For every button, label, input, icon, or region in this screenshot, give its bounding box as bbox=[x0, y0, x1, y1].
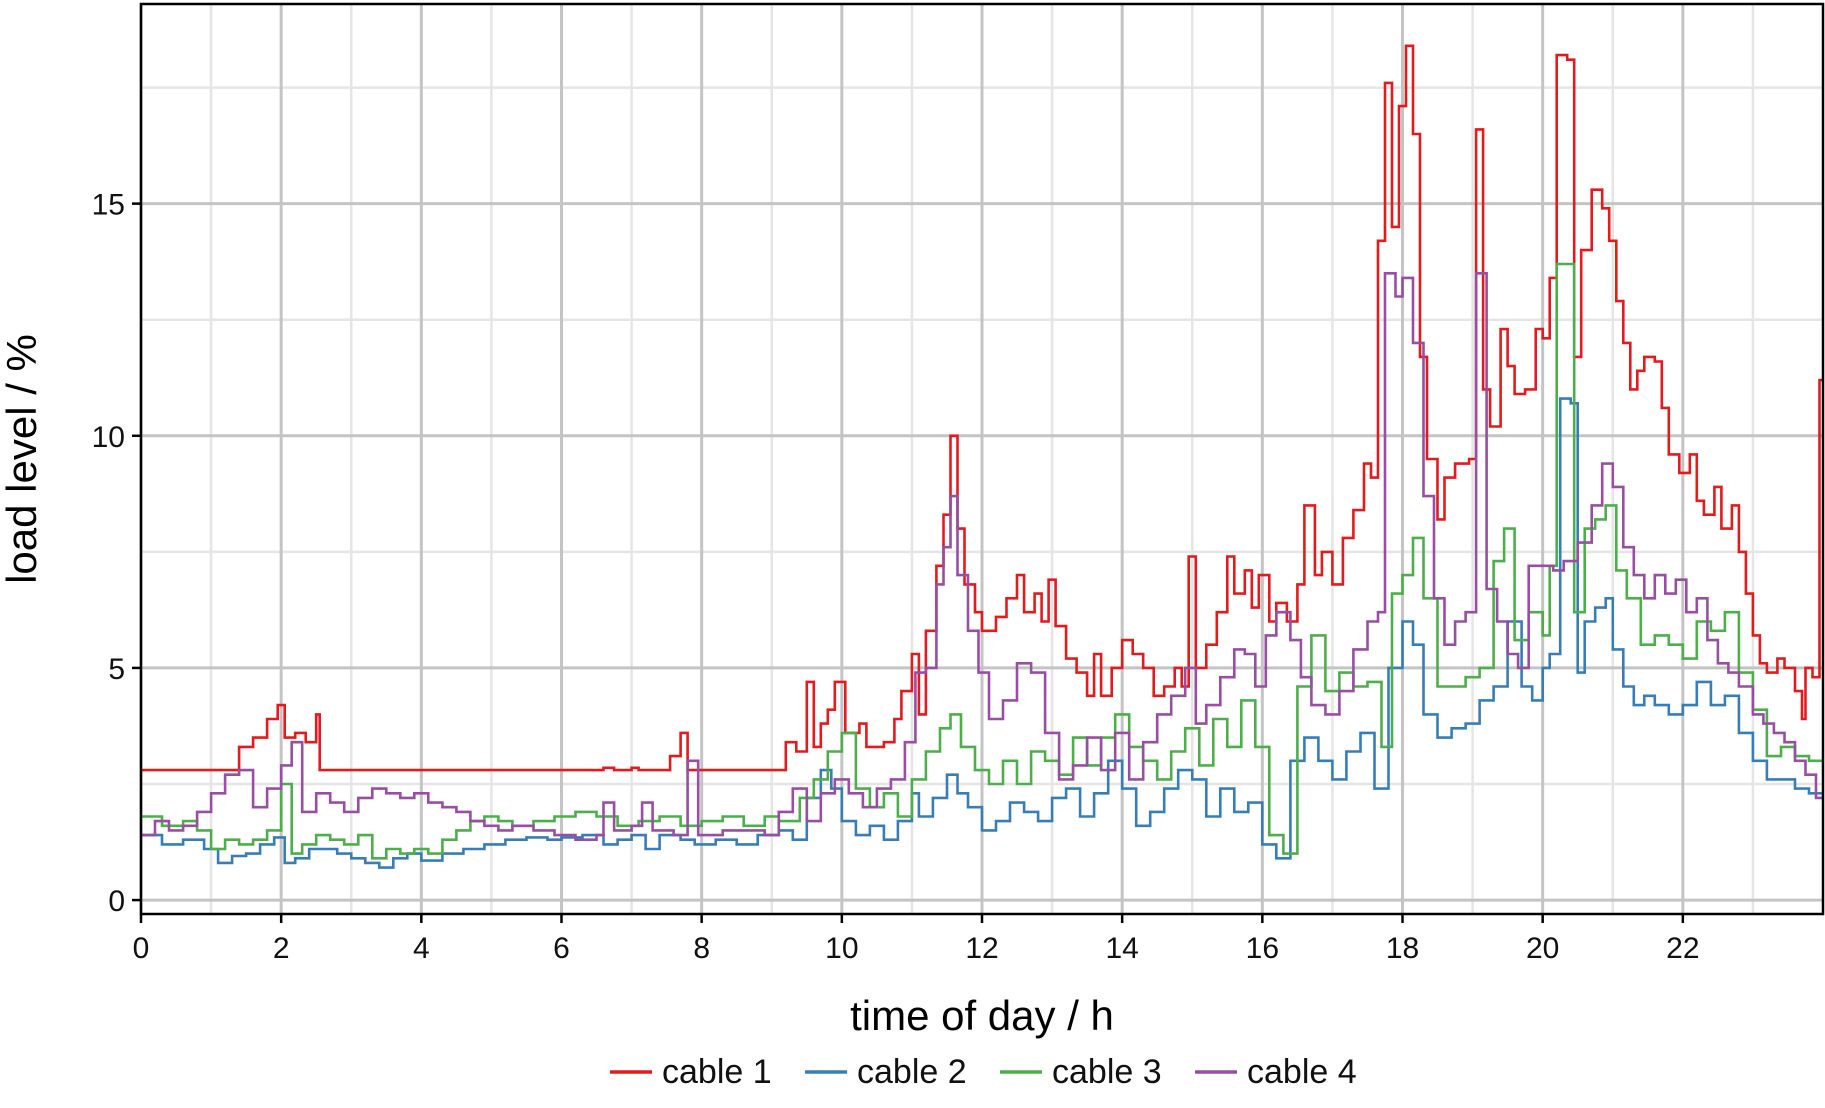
y-tick-label: 10 bbox=[92, 421, 125, 454]
legend-label-cable-4: cable 4 bbox=[1247, 1053, 1357, 1091]
series-lines bbox=[141, 44, 1823, 869]
legend-label-cable-3: cable 3 bbox=[1052, 1053, 1162, 1091]
x-axis-title: time of day / h bbox=[850, 992, 1114, 1039]
legend: cable 1 cable 2 cable 3 cable 4 bbox=[610, 1053, 1357, 1091]
x-tick-label: 8 bbox=[693, 932, 710, 965]
x-tick-label: 10 bbox=[825, 932, 858, 965]
y-tick-label: 5 bbox=[108, 653, 125, 686]
x-tick-label: 16 bbox=[1246, 932, 1279, 965]
y-axis-ticks: 0 5 10 15 bbox=[92, 189, 141, 918]
legend-label-cable-2: cable 2 bbox=[857, 1053, 967, 1091]
x-tick-label: 2 bbox=[273, 932, 290, 965]
x-tick-label: 22 bbox=[1666, 932, 1699, 965]
x-tick-label: 14 bbox=[1105, 932, 1138, 965]
legend-label-cable-1: cable 1 bbox=[662, 1053, 772, 1091]
x-tick-label: 0 bbox=[133, 932, 150, 965]
x-tick-label: 4 bbox=[413, 932, 430, 965]
y-tick-label: 15 bbox=[92, 189, 125, 222]
series-line-cable-4 bbox=[141, 272, 1823, 841]
series-line-cable-3 bbox=[141, 262, 1823, 860]
x-tick-label: 20 bbox=[1526, 932, 1559, 965]
x-axis-ticks: 0 2 4 6 8 10 12 14 16 18 20 22 bbox=[133, 914, 1700, 965]
x-tick-label: 6 bbox=[553, 932, 570, 965]
y-axis-title: load level / % bbox=[0, 334, 45, 584]
x-tick-label: 18 bbox=[1386, 932, 1419, 965]
series-line-cable-2 bbox=[141, 397, 1823, 869]
series-line-cable-1 bbox=[141, 44, 1823, 772]
y-tick-label: 0 bbox=[108, 885, 125, 918]
grid bbox=[139, 4, 1823, 914]
x-tick-label: 12 bbox=[965, 932, 998, 965]
